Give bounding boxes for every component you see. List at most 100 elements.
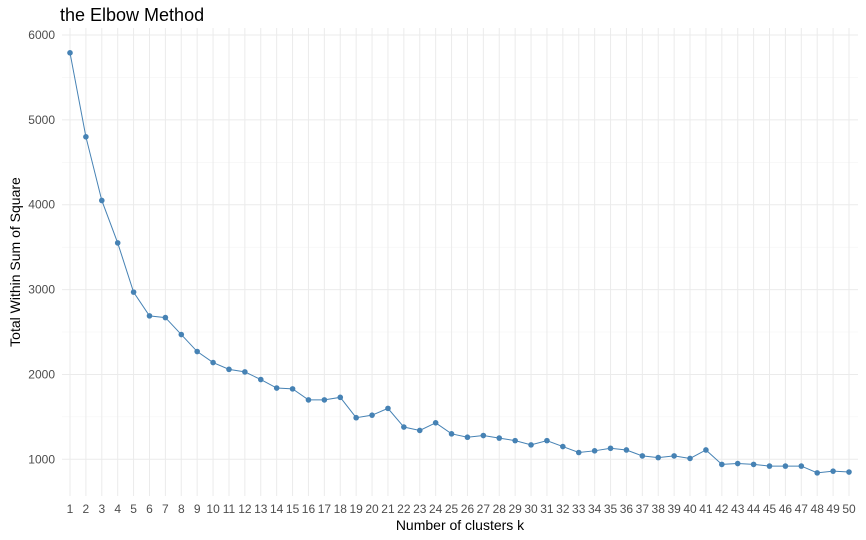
- x-tick-label: 27: [477, 502, 491, 516]
- x-tick-label: 26: [461, 502, 475, 516]
- x-tick-label: 42: [715, 502, 729, 516]
- x-tick-label: 48: [811, 502, 825, 516]
- data-point: [289, 386, 296, 392]
- data-point: [401, 424, 407, 430]
- data-point: [98, 197, 105, 204]
- x-tick-label: 12: [238, 502, 252, 516]
- data-point: [512, 437, 518, 444]
- series-line-layer: [69, 52, 850, 474]
- x-tick-label: 43: [731, 502, 745, 516]
- x-tick-label: 13: [254, 502, 268, 516]
- y-tick-label: 5000: [28, 113, 55, 127]
- data-point: [321, 397, 328, 403]
- x-tick-label: 16: [302, 502, 316, 516]
- x-tick-label: 46: [779, 502, 793, 516]
- x-tick-label: 31: [540, 502, 554, 516]
- x-tick-label: 34: [588, 502, 602, 516]
- x-axis-title: Number of clusters k: [396, 517, 525, 533]
- x-tick-label: 14: [270, 502, 284, 516]
- x-tick-label: 6: [146, 502, 153, 516]
- x-tick-label: 44: [747, 502, 761, 516]
- data-point: [591, 448, 598, 454]
- data-point: [305, 397, 312, 403]
- x-tick-label: 15: [286, 502, 300, 516]
- data-point: [448, 431, 455, 437]
- x-tick-label: 33: [572, 502, 586, 516]
- data-point: [750, 461, 757, 468]
- x-tick-label: 30: [524, 502, 538, 516]
- x-tick-label: 2: [83, 502, 90, 516]
- data-point: [337, 394, 344, 401]
- data-point: [655, 454, 662, 461]
- data-point: [734, 460, 741, 467]
- data-point: [623, 447, 630, 453]
- x-tick-label: 45: [763, 502, 777, 516]
- data-point: [464, 434, 471, 441]
- grid-layer: [62, 28, 858, 496]
- data-point: [575, 449, 582, 456]
- chart-title: the Elbow Method: [60, 5, 205, 25]
- data-point: [639, 453, 646, 459]
- data-point: [416, 427, 423, 434]
- data-point: [226, 366, 232, 373]
- x-tick-label: 17: [318, 502, 332, 516]
- data-point: [830, 468, 836, 474]
- data-point: [369, 412, 375, 418]
- x-tick-label: 35: [604, 502, 618, 516]
- x-tick-label: 3: [98, 502, 105, 516]
- x-tick-label: 38: [652, 502, 666, 516]
- data-point: [273, 385, 280, 391]
- x-tick-label: 39: [667, 502, 681, 516]
- x-tick-label: 8: [178, 502, 185, 516]
- y-tick-label: 3000: [28, 283, 55, 297]
- y-tick-label: 6000: [28, 28, 55, 42]
- x-tick-label: 4: [114, 502, 121, 516]
- data-point: [528, 442, 534, 448]
- data-point: [544, 437, 550, 444]
- data-point: [146, 313, 153, 319]
- x-tick-label: 25: [445, 502, 459, 516]
- data-point: [814, 470, 821, 476]
- data-point: [719, 461, 725, 468]
- y-tick-label: 4000: [28, 198, 55, 212]
- x-tick-label: 7: [162, 502, 169, 516]
- data-point: [703, 447, 709, 453]
- x-tick-label: 11: [223, 502, 236, 516]
- data-point: [162, 314, 169, 321]
- x-tick-label: 24: [429, 502, 443, 516]
- x-tick-label: 10: [206, 502, 220, 516]
- data-point: [496, 435, 503, 441]
- x-tick-label: 41: [699, 502, 713, 516]
- x-tick-label: 28: [493, 502, 507, 516]
- data-point: [671, 453, 677, 459]
- x-tick-label: 47: [795, 502, 809, 516]
- x-tick-label: 20: [365, 502, 379, 516]
- x-tick-label: 50: [842, 502, 856, 516]
- x-tick-label: 32: [556, 502, 570, 516]
- data-point: [560, 443, 566, 450]
- y-tick-label: 2000: [28, 367, 55, 381]
- series-line: [69, 52, 850, 474]
- data-point: [178, 331, 185, 338]
- y-axis-title: Total Within Sum of Square: [7, 177, 23, 347]
- data-points-layer: [67, 50, 852, 476]
- x-tick-labels: 1 2 3 4 5 6 7 8 9 10 11 12 13 14 15 16 17 18 19 20 21 22 23 24 2…: [67, 502, 856, 516]
- data-point: [257, 376, 264, 383]
- data-point: [385, 405, 391, 412]
- x-tick-label: 29: [508, 502, 522, 516]
- x-tick-label: 21: [381, 502, 395, 516]
- x-tick-label: 37: [636, 502, 650, 516]
- x-tick-label: 5: [130, 502, 137, 516]
- y-tick-label: 1000: [28, 452, 55, 466]
- data-point: [210, 359, 216, 366]
- x-tick-label: 23: [413, 502, 427, 516]
- x-tick-label: 19: [349, 502, 363, 516]
- data-point: [353, 414, 359, 421]
- x-tick-label: 49: [826, 502, 840, 516]
- data-point: [782, 463, 789, 469]
- y-tick-labels: 1000 2000 3000 4000 5000 6000: [28, 28, 55, 466]
- data-point: [194, 348, 200, 355]
- x-tick-label: 18: [334, 502, 348, 516]
- x-tick-label: 9: [194, 502, 201, 516]
